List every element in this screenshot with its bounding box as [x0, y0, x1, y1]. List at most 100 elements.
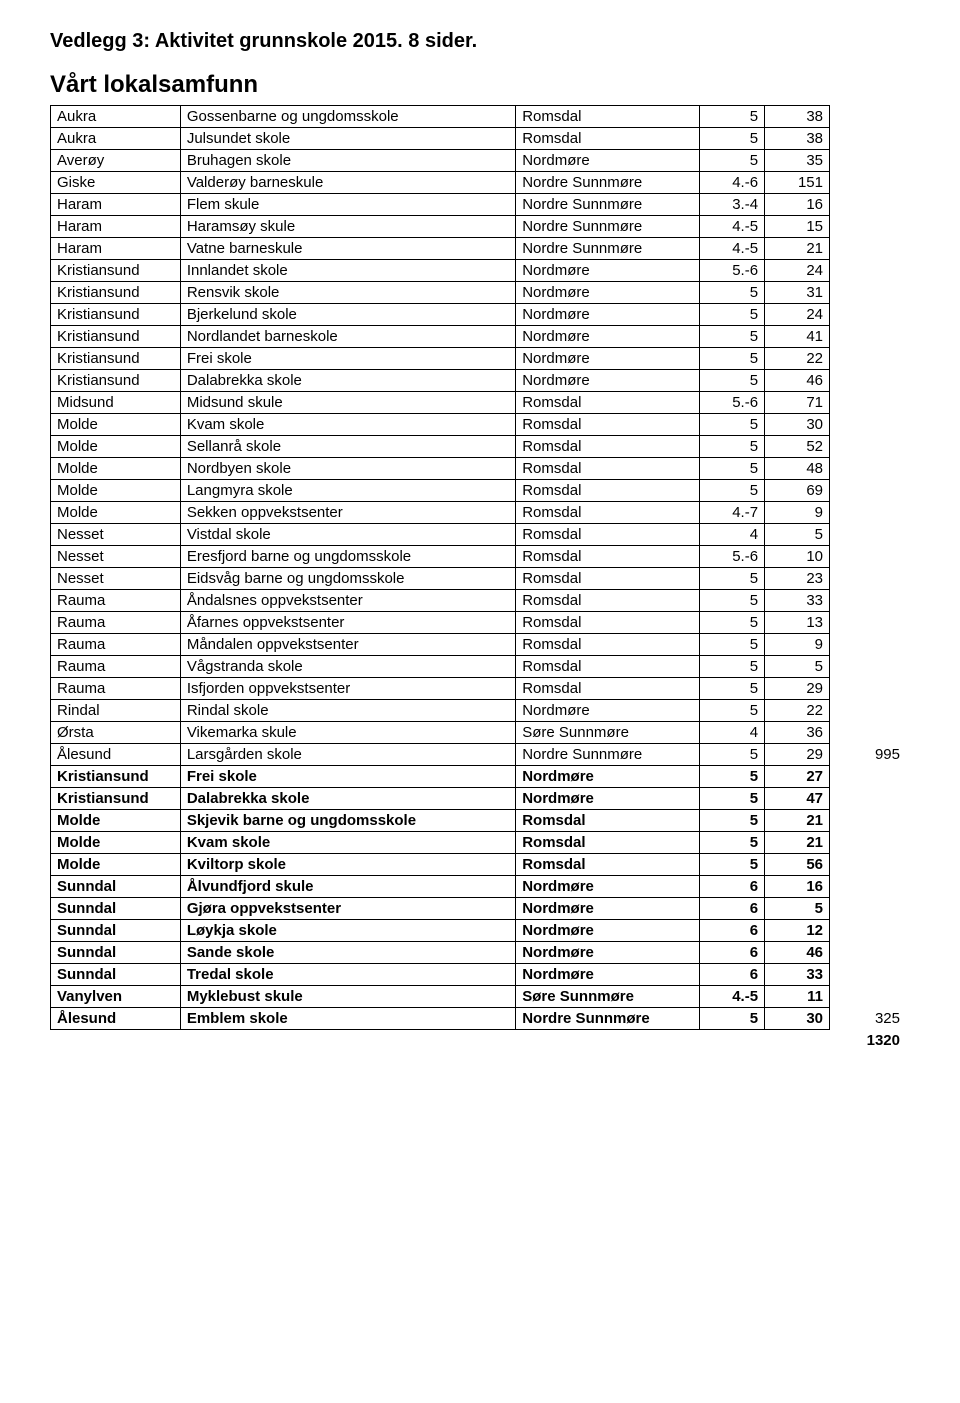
table-cell: Vatne barneskule	[180, 238, 515, 260]
table-cell: Julsundet skole	[180, 128, 515, 150]
table-cell: Kristiansund	[51, 260, 181, 282]
table-cell: Molde	[51, 458, 181, 480]
table-cell: Molde	[51, 502, 181, 524]
table-cell: 5	[700, 414, 765, 436]
table-cell: Romsdal	[516, 436, 700, 458]
table-cell: Kristiansund	[51, 282, 181, 304]
table-cell: 5	[700, 568, 765, 590]
table-row: SunndalLøykja skoleNordmøre612	[51, 920, 830, 942]
table-row: KristiansundDalabrekka skoleNordmøre546	[51, 370, 830, 392]
table-cell: 21	[765, 810, 830, 832]
table-cell: Aukra	[51, 106, 181, 128]
table-cell: 9	[765, 634, 830, 656]
table-cell: Larsgården skole	[180, 744, 515, 766]
table-row: HaramHaramsøy skuleNordre Sunnmøre4.-515	[51, 216, 830, 238]
table-cell: Nordmøre	[516, 942, 700, 964]
table-row: MoldeLangmyra skoleRomsdal569	[51, 480, 830, 502]
table-cell: Kristiansund	[51, 304, 181, 326]
table-cell: Sunndal	[51, 898, 181, 920]
table-row: SunndalTredal skoleNordmøre633	[51, 964, 830, 986]
table-cell: 41	[765, 326, 830, 348]
table-row: ÅlesundEmblem skoleNordre Sunnmøre530	[51, 1008, 830, 1030]
table-cell: Kristiansund	[51, 348, 181, 370]
table-cell: Romsdal	[516, 414, 700, 436]
table-cell: 33	[765, 964, 830, 986]
table-cell: Nordmøre	[516, 326, 700, 348]
table-cell: Romsdal	[516, 106, 700, 128]
table-cell: 5	[700, 766, 765, 788]
table-cell: Måndalen oppvekstsenter	[180, 634, 515, 656]
table-cell: Molde	[51, 414, 181, 436]
table-cell: Kvam skole	[180, 414, 515, 436]
table-cell: 5	[700, 590, 765, 612]
table-row: MoldeNordbyen skoleRomsdal548	[51, 458, 830, 480]
table-cell: Romsdal	[516, 656, 700, 678]
table-cell: Molde	[51, 810, 181, 832]
table-cell: Romsdal	[516, 634, 700, 656]
data-table: AukraGossenbarne og ungdomsskoleRomsdal5…	[50, 105, 830, 1030]
table-cell: Vistdal skole	[180, 524, 515, 546]
table-cell: Kristiansund	[51, 370, 181, 392]
table-cell: Nordmøre	[516, 700, 700, 722]
table-row: MoldeKvam skoleRomsdal530	[51, 414, 830, 436]
table-cell: Romsdal	[516, 678, 700, 700]
subtotal-value: 325	[875, 1010, 900, 1027]
table-cell: Eresfjord barne og ungdomsskole	[180, 546, 515, 568]
table-cell: 4.-5	[700, 986, 765, 1008]
table-cell: Nordmøre	[516, 150, 700, 172]
table-cell: 5	[700, 656, 765, 678]
table-cell: Romsdal	[516, 810, 700, 832]
table-cell: 4	[700, 524, 765, 546]
table-row: KristiansundRensvik skoleNordmøre531	[51, 282, 830, 304]
table-row: SunndalÅlvundfjord skuleNordmøre616	[51, 876, 830, 898]
table-cell: 4	[700, 722, 765, 744]
table-cell: 48	[765, 458, 830, 480]
table-cell: 5	[700, 788, 765, 810]
table-cell: 5	[700, 480, 765, 502]
table-cell: Nordre Sunnmøre	[516, 194, 700, 216]
table-row: NessetEresfjord barne og ungdomsskoleRom…	[51, 546, 830, 568]
table-cell: Bruhagen skole	[180, 150, 515, 172]
table-row: MoldeSkjevik barne og ungdomsskoleRomsda…	[51, 810, 830, 832]
table-cell: Ålesund	[51, 744, 181, 766]
table-cell: Innlandet skole	[180, 260, 515, 282]
table-cell: 5	[700, 304, 765, 326]
table-cell: Sunndal	[51, 920, 181, 942]
table-cell: Ørsta	[51, 722, 181, 744]
table-cell: 22	[765, 700, 830, 722]
table-cell: Sunndal	[51, 942, 181, 964]
table-row: RaumaIsfjorden oppvekstsenterRomsdal529	[51, 678, 830, 700]
table-cell: 4.-5	[700, 216, 765, 238]
table-cell: 16	[765, 876, 830, 898]
table-cell: 38	[765, 106, 830, 128]
table-cell: Nordmøre	[516, 260, 700, 282]
table-cell: Flem skule	[180, 194, 515, 216]
table-cell: Søre Sunnmøre	[516, 722, 700, 744]
table-cell: 5	[700, 634, 765, 656]
table-row: KristiansundFrei skoleNordmøre527	[51, 766, 830, 788]
table-cell: 47	[765, 788, 830, 810]
table-cell: Romsdal	[516, 502, 700, 524]
table-cell: 24	[765, 260, 830, 282]
table-cell: Nordmøre	[516, 282, 700, 304]
table-cell: 23	[765, 568, 830, 590]
table-cell: Åndalsnes oppvekstsenter	[180, 590, 515, 612]
table-cell: Tredal skole	[180, 964, 515, 986]
table-cell: 5	[765, 898, 830, 920]
table-row: SunndalGjøra oppvekstsenterNordmøre65	[51, 898, 830, 920]
table-cell: 5.-6	[700, 546, 765, 568]
table-cell: 5	[700, 150, 765, 172]
table-cell: Nordmøre	[516, 898, 700, 920]
table-cell: Nordre Sunnmøre	[516, 172, 700, 194]
table-cell: Nordmøre	[516, 920, 700, 942]
table-cell: 22	[765, 348, 830, 370]
table-cell: Molde	[51, 436, 181, 458]
table-row: HaramVatne barneskuleNordre Sunnmøre4.-5…	[51, 238, 830, 260]
table-cell: 16	[765, 194, 830, 216]
table-cell: 5	[700, 810, 765, 832]
table-row: AukraJulsundet skoleRomsdal538	[51, 128, 830, 150]
table-wrap: AukraGossenbarne og ungdomsskoleRomsdal5…	[50, 105, 910, 1030]
table-cell: Midsund skule	[180, 392, 515, 414]
table-cell: 15	[765, 216, 830, 238]
table-row: ØrstaVikemarka skuleSøre Sunnmøre436	[51, 722, 830, 744]
